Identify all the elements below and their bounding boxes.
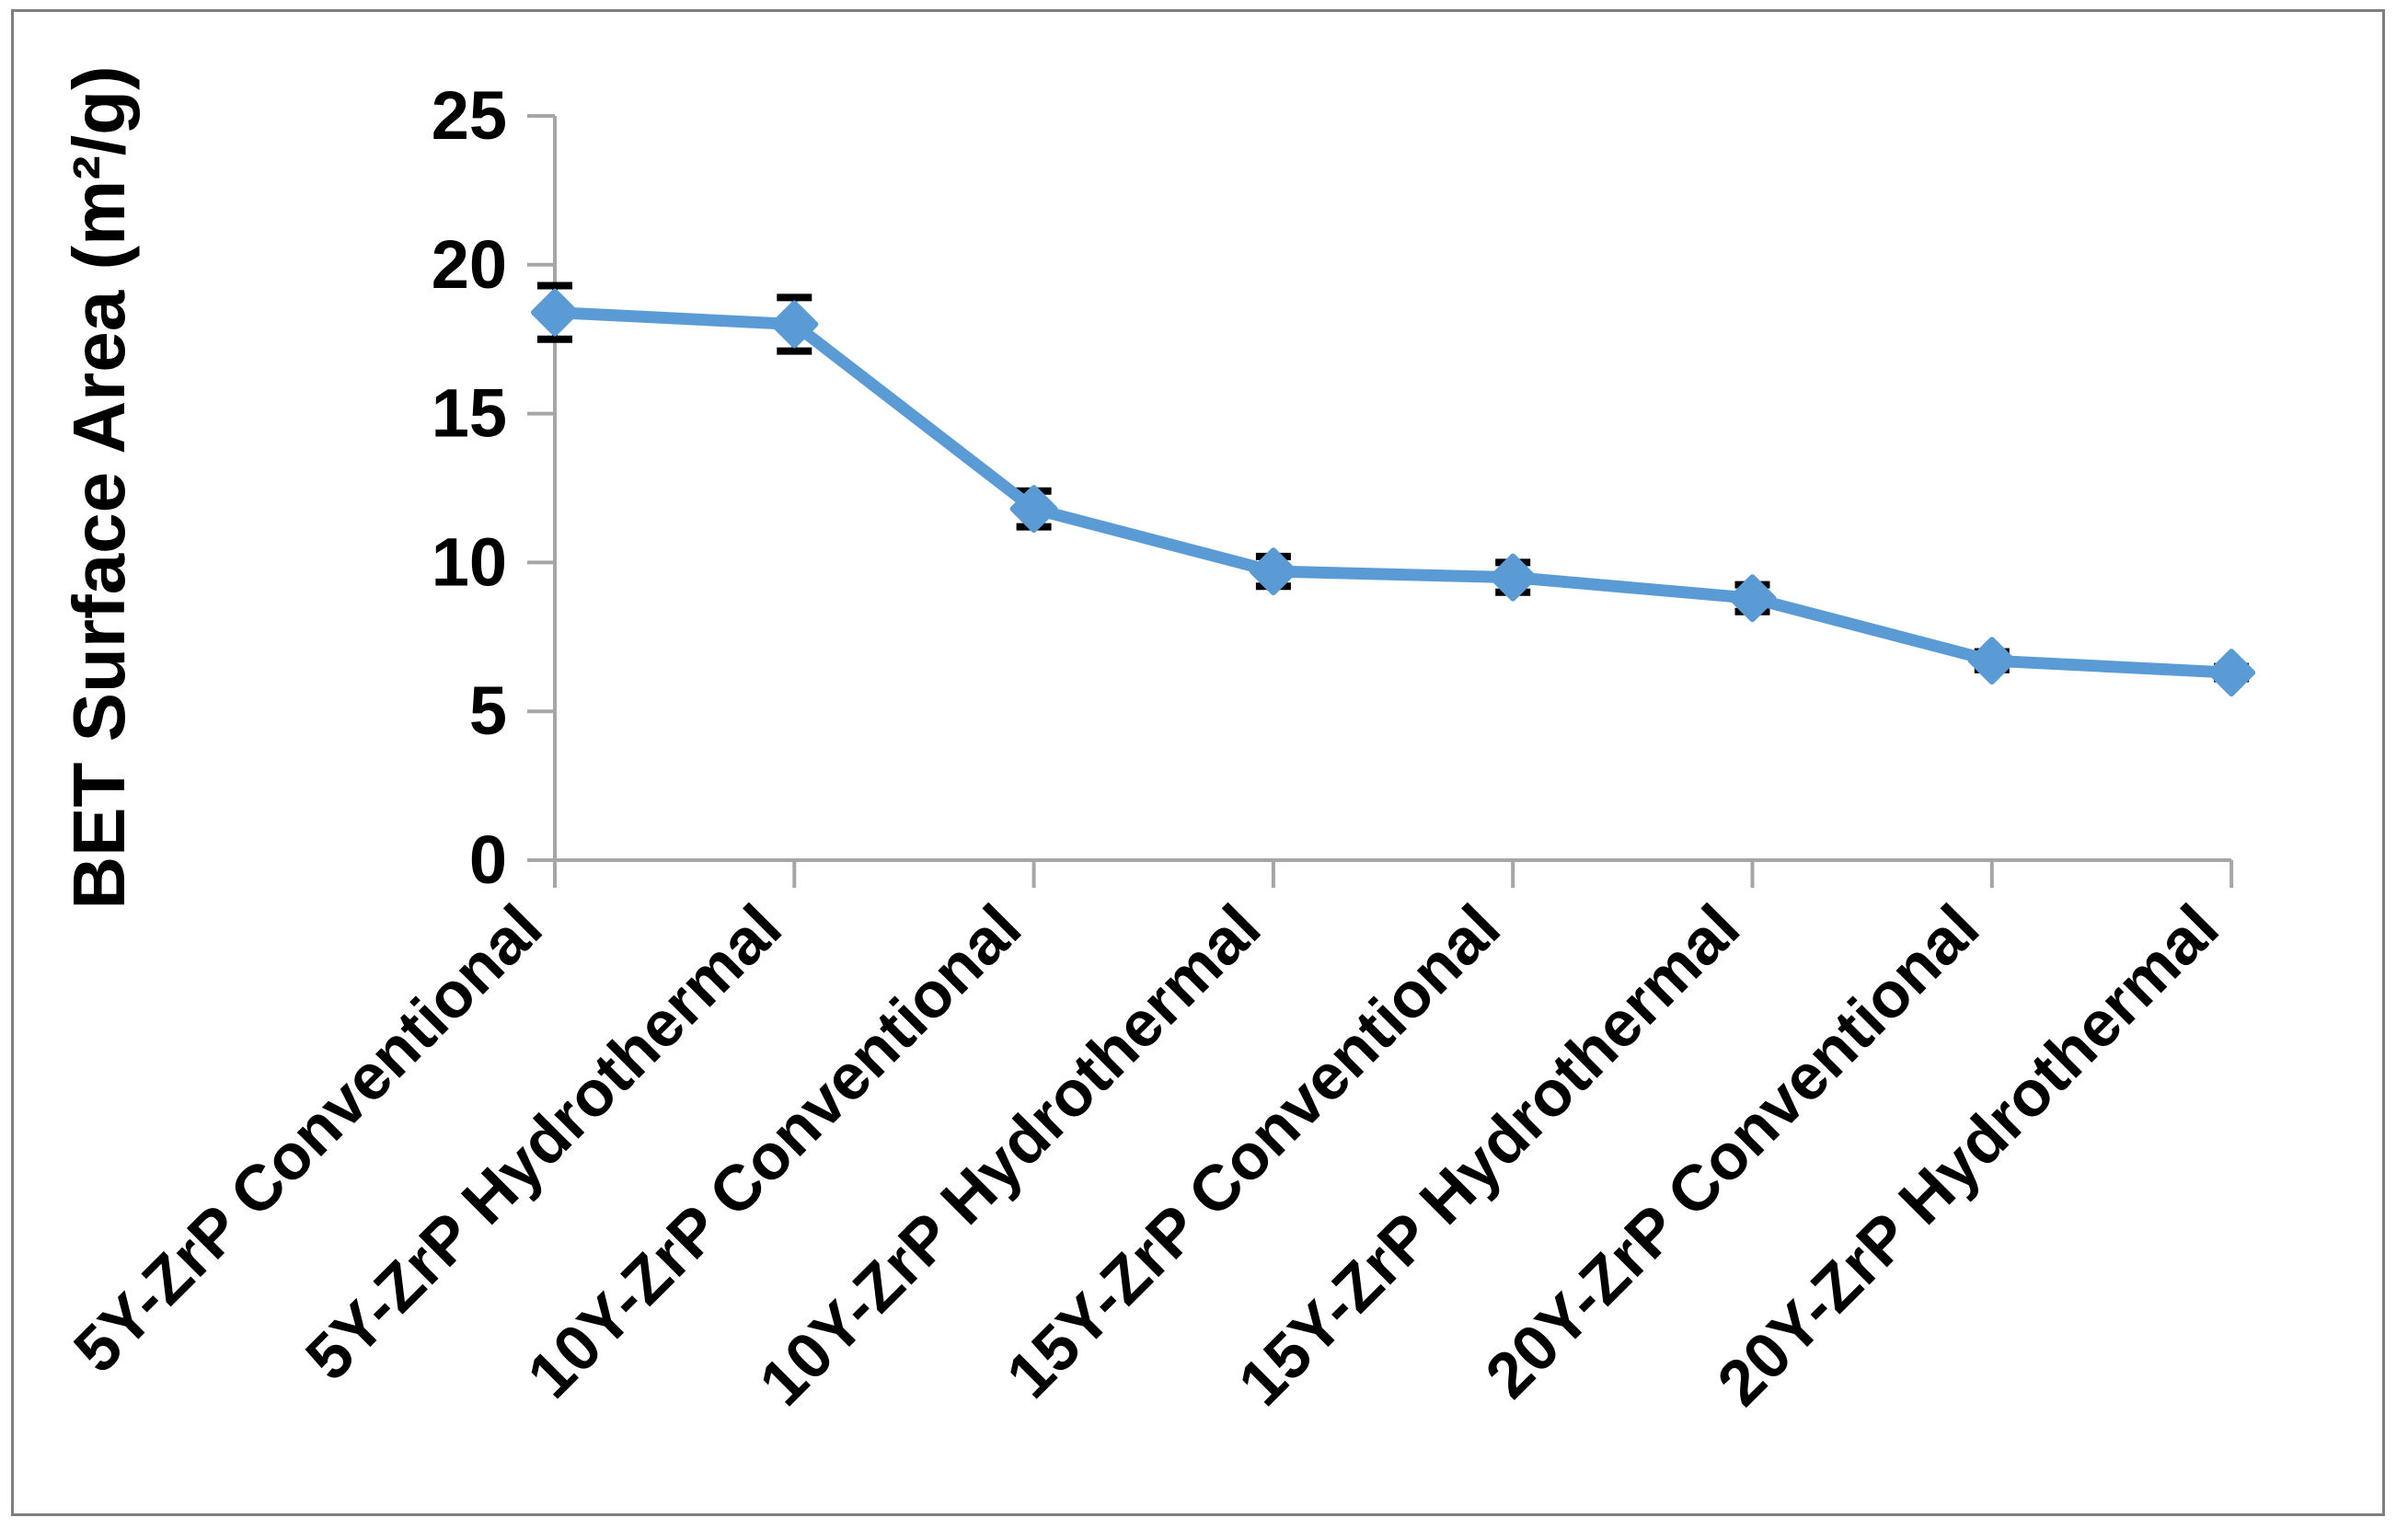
y-tick-label: 0 xyxy=(469,822,507,898)
x-axis-category-label: 20Y-ZrP Conventional xyxy=(1472,891,1993,1411)
x-axis-category-label: 5Y-ZrP Hydrothermal xyxy=(292,891,795,1394)
y-tick-label: 15 xyxy=(432,375,507,452)
figure-border xyxy=(11,9,2385,1516)
data-point-marker xyxy=(1967,637,2016,685)
data-point-marker xyxy=(1728,574,1777,623)
y-tick-label: 20 xyxy=(432,226,507,303)
y-tick-label: 10 xyxy=(432,523,507,600)
y-axis-title: BET Surface Area (m²/g) xyxy=(58,65,140,909)
x-axis-category-label: 15Y-ZrP Hydrothermal xyxy=(1225,891,1753,1419)
data-point-marker xyxy=(1009,485,1058,534)
x-axis-category-label: 5Y-ZrP Conventional xyxy=(60,891,555,1385)
x-axis-category-label: 10Y-ZrP Hydrothermal xyxy=(745,891,1273,1419)
data-point-marker xyxy=(770,300,819,349)
x-axis-category-label: 10Y-ZrP Conventional xyxy=(513,891,1034,1411)
series-line xyxy=(548,306,2238,679)
y-tick-label: 25 xyxy=(432,77,507,154)
y-tick-label: 5 xyxy=(469,673,507,749)
data-point-marker xyxy=(1249,547,1297,596)
data-point-marker xyxy=(531,288,579,337)
data-point-marker xyxy=(1489,553,1538,602)
x-axis-category-label: 15Y-ZrP Conventional xyxy=(993,891,1514,1411)
x-axis-category-label: 20Y-ZrP Hydrothermal xyxy=(1704,891,2232,1419)
data-point-marker xyxy=(2207,649,2256,697)
